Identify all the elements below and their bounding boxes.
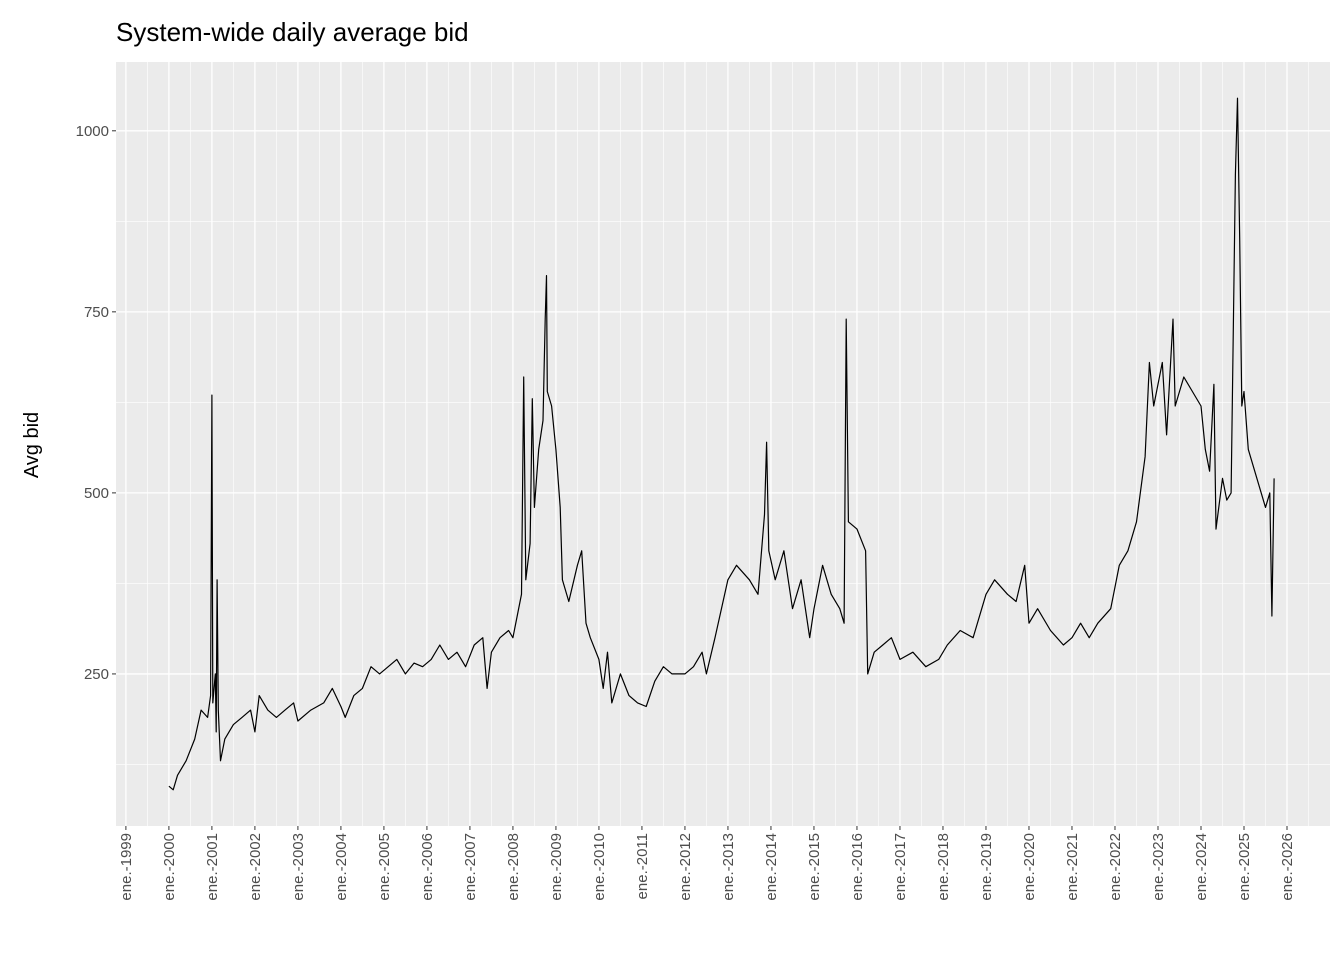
- x-tick-label: ene.-2010: [591, 833, 608, 901]
- chart-title: System-wide daily average bid: [116, 17, 469, 47]
- y-tick-label: 250: [84, 666, 109, 683]
- x-tick-label: ene.-1999: [118, 833, 135, 901]
- x-tick-label: ene.-2009: [548, 833, 565, 901]
- x-tick-label: ene.-2024: [1193, 833, 1210, 901]
- x-tick-label: ene.-2018: [935, 833, 952, 901]
- x-tick-label: ene.-2013: [720, 833, 737, 901]
- x-tick-label: ene.-2001: [204, 833, 221, 901]
- y-tick-label: 1000: [76, 123, 109, 140]
- x-tick-label: ene.-2020: [1021, 833, 1038, 901]
- series-line-avg-bid: [168, 97, 1275, 791]
- x-tick-label: ene.-2007: [462, 833, 479, 901]
- x-tick-label: ene.-2002: [247, 833, 264, 901]
- x-tick-label: ene.-2025: [1236, 833, 1253, 901]
- y-axis-label: Avg bid: [21, 412, 43, 478]
- x-tick-label: ene.-2012: [677, 833, 694, 901]
- x-tick-label: ene.-2014: [763, 833, 780, 901]
- x-axis: ene.-1999 ene.-2000 ene.-2001 ene.-2002 ene.…: [118, 826, 1296, 901]
- x-tick-label: ene.-2004: [333, 833, 350, 901]
- x-tick-label: ene.-2011: [634, 833, 651, 899]
- y-tick-label: 500: [84, 485, 109, 502]
- x-tick-label: ene.-2017: [892, 833, 909, 901]
- x-tick-label: ene.-2016: [849, 833, 866, 901]
- x-tick-label: ene.-2015: [806, 833, 823, 901]
- x-tick-label: ene.-2022: [1107, 833, 1124, 901]
- y-axis: 250 500 750 1000: [76, 123, 116, 683]
- y-tick-label: 750: [84, 304, 109, 321]
- x-tick-label: ene.-2005: [376, 833, 393, 901]
- x-tick-label: ene.-2021: [1064, 833, 1081, 901]
- x-tick-label: ene.-2019: [978, 833, 995, 901]
- x-tick-label: ene.-2000: [161, 833, 178, 901]
- x-tick-label: ene.-2026: [1279, 833, 1296, 901]
- x-tick-label: ene.-2006: [419, 833, 436, 901]
- x-tick-label: ene.-2008: [505, 833, 522, 901]
- x-tick-label: ene.-2003: [290, 833, 307, 901]
- x-tick-label: ene.-2023: [1150, 833, 1167, 901]
- grid-lines: [116, 62, 1330, 826]
- plot-panel: [116, 62, 1330, 826]
